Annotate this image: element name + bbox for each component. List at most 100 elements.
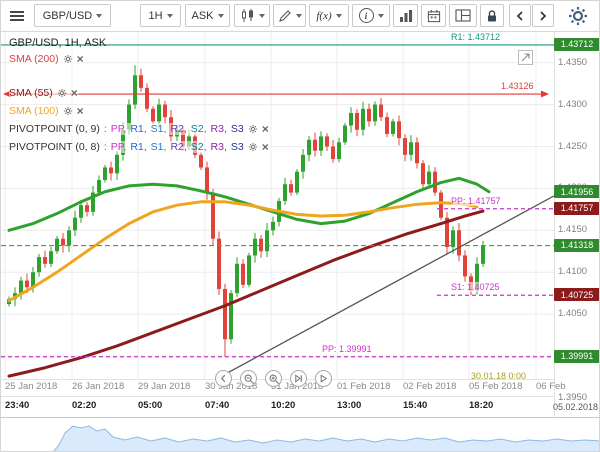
pivot-level-label: S1, — [150, 141, 167, 153]
pivot-level-label: S3 — [230, 123, 244, 135]
chart-auto-scroll-button[interactable] — [315, 370, 332, 387]
indicator-settings-icon[interactable] — [63, 106, 73, 116]
pivot-level-label: R1, — [130, 141, 147, 153]
x-axis-time-label: 13:00 — [337, 400, 362, 411]
calendar-button[interactable] — [421, 4, 446, 27]
x-axis-time-label: 07:40 — [205, 400, 230, 411]
chevron-down-icon — [166, 13, 173, 18]
pivot-level-label: R2, — [170, 141, 187, 153]
trendline-date-label: 30.01.18 0:00 — [471, 371, 527, 381]
legend-row-pivotpoint-0-8: PIVOTPOINT (0, 8) : PP, R1, S1, R2, S2, … — [9, 141, 269, 153]
indicator-remove-icon[interactable]: × — [76, 52, 84, 66]
main-toolbar: GBP/USD 1H ASK f(x) — [1, 1, 599, 32]
scroll-back-button[interactable] — [509, 4, 531, 27]
pivot-level-label: S2, — [190, 141, 207, 153]
gear-icon — [569, 6, 587, 25]
legend-separator: : — [103, 141, 107, 153]
chart-zoom-in-button[interactable] — [265, 370, 282, 387]
x-axis-date-label: 02 Feb 2018 — [403, 381, 457, 392]
x-axis-time-label: 10:20 — [271, 400, 296, 411]
chevron-down-icon — [258, 13, 265, 18]
chevron-down-icon — [335, 13, 342, 18]
info-button[interactable]: i — [352, 4, 390, 27]
indicator-settings-icon[interactable] — [57, 88, 67, 98]
drawings-layer[interactable] — [186, 195, 554, 379]
pivot-level-label: S1, — [150, 123, 167, 135]
pivot-level-label: PP, — [110, 141, 127, 153]
instrument-select[interactable]: GBP/USD — [34, 4, 111, 27]
legend-row-sma-100: SMA (100) × — [9, 105, 84, 117]
axis-corner-date: 05.02.2018 — [552, 402, 598, 412]
pivot-level-label: R3, — [210, 123, 227, 135]
chart-zoom-out-button[interactable] — [240, 370, 257, 387]
settings-button[interactable] — [561, 4, 595, 27]
sma-100-line — [7, 200, 479, 303]
chevron-down-icon — [295, 13, 302, 18]
chevron-left-icon — [220, 374, 226, 383]
skip-to-end-icon — [295, 374, 302, 383]
x-axis-date-label: 25 Jan 2018 — [5, 381, 58, 392]
indicator-remove-icon[interactable]: × — [261, 140, 269, 154]
pivot-level-label: R2, — [170, 123, 187, 135]
candlestick-chart-icon — [241, 9, 253, 22]
pivot-level-label: S2, — [190, 123, 207, 135]
legend-label: SMA (200) — [9, 53, 59, 65]
chevron-down-icon — [377, 13, 384, 18]
price-axis-strip[interactable] — [554, 32, 599, 417]
x-axis-time-label: 05:00 — [138, 400, 163, 411]
chart-skip-to-end-button[interactable] — [290, 370, 307, 387]
price-side-label: ASK — [191, 9, 214, 22]
x-axis-time-label: 23:40 — [5, 400, 30, 411]
navigator-area-chart — [53, 425, 599, 451]
workspace-layout-button[interactable] — [449, 4, 477, 27]
chart-navigator[interactable] — [1, 417, 599, 451]
chevron-right-icon — [540, 10, 547, 21]
x-axis-time-label: 15:40 — [403, 400, 428, 411]
legend-label: SMA (55) — [9, 87, 53, 99]
indicator-remove-icon[interactable]: × — [70, 86, 78, 100]
pencil-icon — [278, 9, 291, 22]
popout-icon[interactable] — [518, 50, 533, 65]
sma-55-line — [7, 209, 485, 378]
pivot-level-label: PP, — [110, 123, 127, 135]
trend-line — [214, 195, 554, 379]
fx-icon: f(x) — [316, 9, 332, 22]
scroll-forward-button[interactable] — [532, 4, 554, 27]
x-axis-date-label: 01 Feb 2018 — [337, 381, 391, 392]
indicators-button[interactable]: f(x) — [309, 4, 349, 27]
x-axis-date-label: 05 Feb 2018 — [469, 381, 523, 392]
timeframe-label: 1H — [148, 9, 163, 22]
legend-row-sma-55: SMA (55) × — [9, 87, 78, 99]
chart-plot[interactable] — [1, 32, 554, 379]
legend-row-sma-200: SMA (200) × — [9, 53, 84, 65]
legend-separator: : — [103, 123, 107, 135]
chevron-left-icon — [516, 10, 523, 21]
menu-button[interactable] — [4, 4, 30, 27]
info-icon: i — [358, 8, 374, 23]
x-axis-date-label: 26 Jan 2018 — [72, 381, 125, 392]
pivot-level-label: R1, — [130, 123, 147, 135]
instrument-label: GBP/USD — [42, 9, 93, 22]
draw-tools-button[interactable] — [273, 4, 306, 27]
price-side-select[interactable]: ASK — [185, 4, 230, 27]
legend-label: PIVOTPOINT (0, 9) — [9, 123, 100, 135]
chevron-down-icon — [217, 13, 224, 18]
indicator-settings-icon[interactable] — [248, 124, 258, 134]
timeframe-select[interactable]: 1H — [140, 4, 181, 27]
chart-type-button[interactable] — [234, 4, 270, 27]
indicator-settings-icon[interactable] — [248, 142, 258, 152]
lock-chart-button[interactable] — [480, 4, 504, 27]
volume-button[interactable] — [393, 4, 418, 27]
calendar-icon — [427, 9, 440, 22]
axis-separator — [1, 396, 554, 397]
legend-row-pivotpoint-0-9: PIVOTPOINT (0, 9) : PP, R1, S1, R2, S2, … — [9, 123, 269, 135]
magnifier-minus-icon — [244, 374, 254, 384]
x-axis-time-label: 18:20 — [469, 400, 494, 411]
chart-scroll-left-button[interactable] — [215, 370, 232, 387]
pivot-level-label: S3 — [230, 141, 244, 153]
indicator-remove-icon[interactable]: × — [76, 104, 84, 118]
indicator-settings-icon[interactable] — [63, 54, 73, 64]
indicator-remove-icon[interactable]: × — [261, 122, 269, 136]
chart-title: GBP/USD, 1H, ASK — [9, 37, 107, 49]
